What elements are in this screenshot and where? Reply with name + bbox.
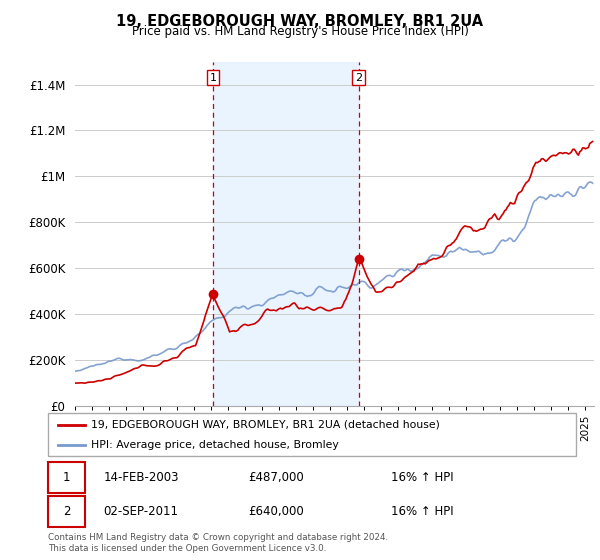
Text: 2: 2 bbox=[63, 505, 70, 518]
Text: 19, EDGEBOROUGH WAY, BROMLEY, BR1 2UA: 19, EDGEBOROUGH WAY, BROMLEY, BR1 2UA bbox=[116, 14, 484, 29]
Text: £487,000: £487,000 bbox=[248, 471, 304, 484]
Text: 02-SEP-2011: 02-SEP-2011 bbox=[103, 505, 178, 518]
Text: £640,000: £640,000 bbox=[248, 505, 304, 518]
FancyBboxPatch shape bbox=[48, 462, 85, 493]
Text: HPI: Average price, detached house, Bromley: HPI: Average price, detached house, Brom… bbox=[91, 441, 339, 450]
FancyBboxPatch shape bbox=[48, 496, 85, 527]
Text: 19, EDGEBOROUGH WAY, BROMLEY, BR1 2UA (detached house): 19, EDGEBOROUGH WAY, BROMLEY, BR1 2UA (d… bbox=[91, 420, 440, 430]
Text: 2: 2 bbox=[355, 73, 362, 83]
Text: 16% ↑ HPI: 16% ↑ HPI bbox=[391, 505, 454, 518]
Text: Price paid vs. HM Land Registry's House Price Index (HPI): Price paid vs. HM Land Registry's House … bbox=[131, 25, 469, 38]
Text: 14-FEB-2003: 14-FEB-2003 bbox=[103, 471, 179, 484]
Text: 16% ↑ HPI: 16% ↑ HPI bbox=[391, 471, 454, 484]
Text: 1: 1 bbox=[63, 471, 70, 484]
Bar bbox=[213, 62, 359, 406]
FancyBboxPatch shape bbox=[48, 413, 576, 456]
Text: Contains HM Land Registry data © Crown copyright and database right 2024.
This d: Contains HM Land Registry data © Crown c… bbox=[48, 533, 388, 553]
Text: 1: 1 bbox=[209, 73, 217, 83]
